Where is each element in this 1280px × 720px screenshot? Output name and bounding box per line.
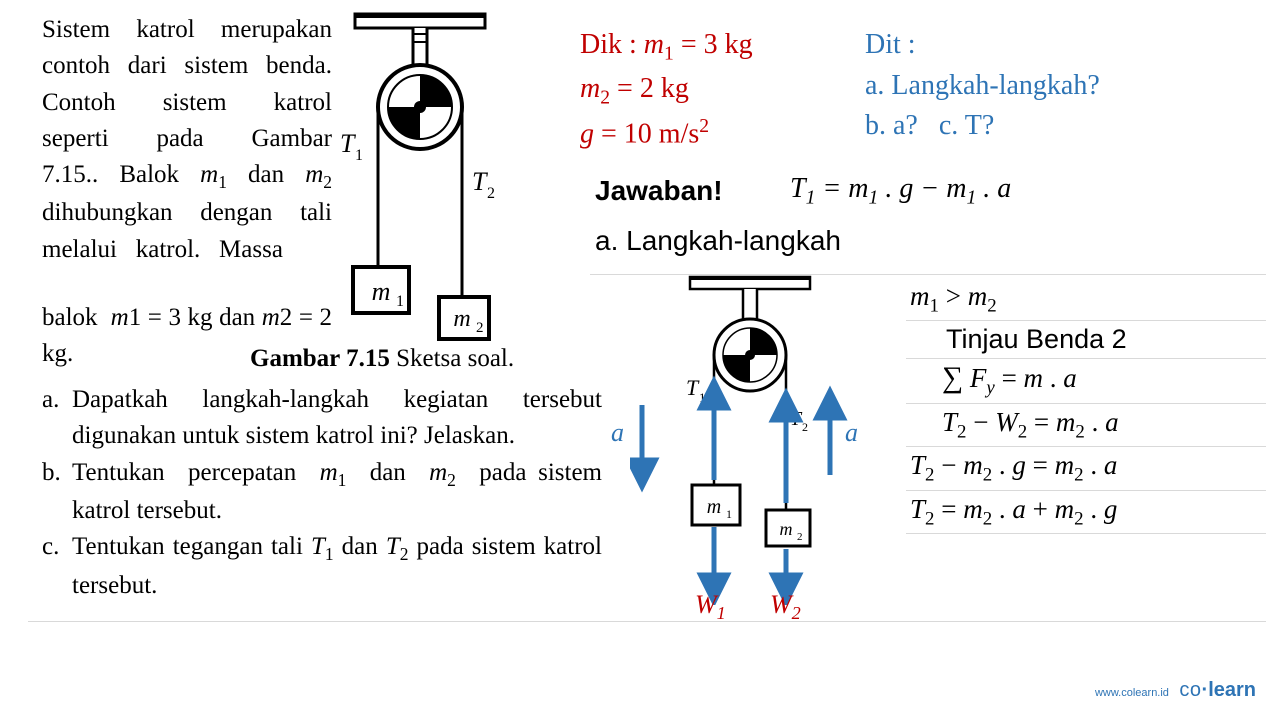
a-label-right: a [845, 418, 858, 448]
svg-text:m: m [372, 277, 391, 306]
figure-caption: Gambar 7.15 Sketsa soal. [250, 345, 514, 373]
footer-brand: www.colearn.id co·learn [1095, 679, 1256, 702]
svg-text:1: 1 [699, 390, 706, 405]
questions-block: a. Dapatkah langkah-langkah kegiatan ter… [42, 382, 602, 604]
svg-text:m: m [707, 496, 721, 518]
svg-text:m: m [780, 519, 793, 539]
given-block: Dik : m1 = 3 kg m2 = 2 kg g = 10 m/s2 [580, 25, 753, 155]
answer-heading: Jawaban! [595, 175, 723, 207]
svg-text:T: T [472, 167, 488, 196]
pulley-diagram-right: m 1 m 2 T 1 T 2 [630, 275, 900, 605]
step-header: a. Langkah-langkah [595, 225, 841, 257]
svg-text:2: 2 [797, 531, 803, 543]
w1-label: W1 [695, 590, 726, 624]
svg-text:1: 1 [726, 507, 732, 521]
svg-text:2: 2 [476, 320, 484, 336]
t1-equation: T1 = m1 . g − m1 . a [790, 173, 1011, 210]
svg-text:2: 2 [487, 185, 495, 202]
svg-text:T: T [340, 129, 356, 158]
derivation-block: m1 > m2 Tinjau Benda 2 ∑ Fy = m . a T2 −… [906, 278, 1266, 534]
svg-text:1: 1 [355, 147, 363, 164]
svg-text:2: 2 [802, 420, 808, 434]
svg-text:m: m [453, 306, 470, 332]
w2-label: W2 [770, 590, 801, 624]
svg-text:1: 1 [396, 293, 404, 310]
asked-block: Dit : a. Langkah-langkah? b. a? c. T? [865, 25, 1100, 147]
problem-paragraph: Sistem katrol merupakan contoh dari sist… [42, 12, 332, 268]
svg-text:T: T [686, 375, 700, 400]
pulley-diagram-left: m 1 m 2 T 1 T 2 [335, 12, 505, 342]
a-label-left: a [611, 418, 624, 448]
